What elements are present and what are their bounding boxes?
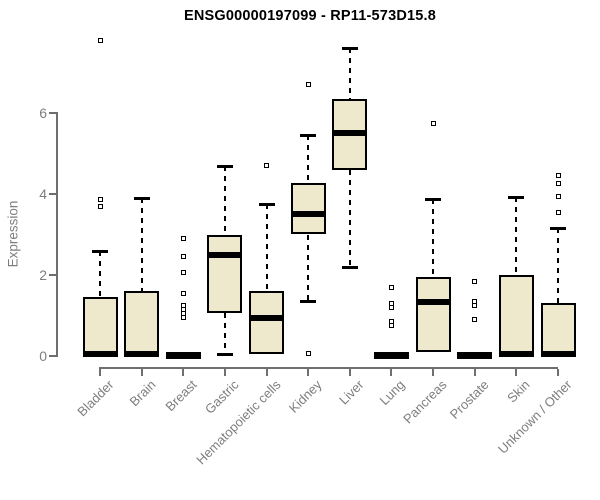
outlier-point — [97, 37, 103, 43]
outlier-point — [180, 290, 186, 296]
lower-whisker — [348, 169, 351, 267]
outlier-point — [555, 181, 561, 187]
upper-whisker — [307, 135, 310, 183]
outlier-point — [180, 236, 186, 242]
box-iqr — [540, 303, 576, 356]
box-iqr — [207, 234, 243, 314]
y-axis-tick — [49, 112, 56, 114]
y-axis-label: Expression — [5, 200, 21, 268]
outlier-point — [97, 196, 103, 202]
lower-whisker-cap — [341, 265, 358, 269]
outlier-point — [555, 193, 561, 199]
x-axis-tick — [182, 369, 185, 376]
y-axis-tick-label: 4 — [39, 186, 47, 202]
box-iqr — [82, 297, 118, 356]
upper-whisker — [348, 48, 351, 99]
outlier-point — [388, 300, 394, 306]
median-line — [290, 211, 326, 218]
y-axis-line — [56, 112, 58, 357]
upper-whisker-cap — [508, 195, 525, 199]
box-iqr — [290, 182, 326, 235]
box-iqr — [498, 275, 534, 356]
outlier-point — [555, 209, 561, 215]
median-line — [498, 350, 534, 357]
upper-whisker — [515, 196, 518, 275]
x-axis-tick — [390, 369, 393, 376]
upper-whisker — [140, 198, 143, 292]
outlier-point — [430, 120, 436, 126]
x-axis-tick — [307, 369, 310, 376]
upper-whisker-cap — [216, 164, 233, 168]
outlier-point — [305, 351, 311, 357]
outlier-point — [180, 270, 186, 276]
median-line — [540, 350, 576, 357]
upper-whisker-cap — [300, 134, 317, 138]
outlier-point — [180, 254, 186, 260]
outlier-point — [264, 163, 270, 169]
x-axis-tick — [265, 369, 268, 376]
median-line — [373, 352, 409, 359]
median-line — [249, 314, 285, 321]
upper-whisker — [223, 165, 226, 235]
x-axis-tick — [557, 369, 560, 376]
median-line — [165, 352, 201, 359]
outlier-point — [388, 284, 394, 290]
upper-whisker — [432, 198, 435, 278]
chart-title: ENSG00000197099 - RP11-573D15.8 — [183, 8, 437, 24]
y-axis-tick — [49, 274, 56, 276]
lower-whisker-cap — [216, 352, 233, 356]
y-axis-tick — [49, 355, 56, 357]
lower-whisker-cap — [300, 300, 317, 304]
outlier-point — [472, 298, 478, 304]
y-axis-tick-label: 2 — [39, 267, 47, 283]
x-axis-tick — [140, 369, 143, 376]
upper-whisker-cap — [92, 249, 108, 253]
lower-whisker — [307, 234, 310, 302]
x-axis-tick — [348, 369, 351, 376]
upper-whisker — [99, 250, 101, 298]
outlier-point — [472, 278, 478, 284]
upper-whisker-cap — [258, 203, 275, 207]
y-axis-tick-label: 0 — [39, 348, 47, 364]
x-axis-tick — [223, 369, 226, 376]
y-axis-tick — [49, 193, 56, 195]
upper-whisker-cap — [550, 227, 567, 231]
upper-whisker-cap — [133, 197, 150, 201]
upper-whisker-cap — [341, 47, 358, 51]
outlier-point — [472, 317, 478, 323]
x-axis-tick — [473, 369, 476, 376]
median-line — [82, 350, 118, 357]
outlier-point — [305, 82, 311, 88]
x-axis-tick — [432, 369, 435, 376]
median-line — [415, 299, 451, 306]
upper-whisker — [265, 204, 268, 292]
upper-whisker — [557, 228, 560, 304]
box-iqr — [249, 291, 285, 354]
x-axis-tick — [515, 369, 518, 376]
y-axis-tick-label: 6 — [39, 105, 47, 121]
outlier-point — [555, 173, 561, 179]
median-line — [457, 352, 493, 359]
x-axis-tick — [99, 369, 101, 376]
outlier-point — [97, 203, 103, 209]
upper-whisker-cap — [425, 197, 442, 201]
median-line — [332, 130, 368, 137]
outlier-point — [388, 319, 394, 325]
box-iqr — [415, 277, 451, 352]
box-iqr — [124, 291, 160, 356]
median-line — [124, 350, 160, 357]
outlier-point — [180, 302, 186, 308]
lower-whisker — [223, 313, 226, 354]
x-axis-line — [99, 367, 558, 369]
median-line — [207, 251, 243, 258]
